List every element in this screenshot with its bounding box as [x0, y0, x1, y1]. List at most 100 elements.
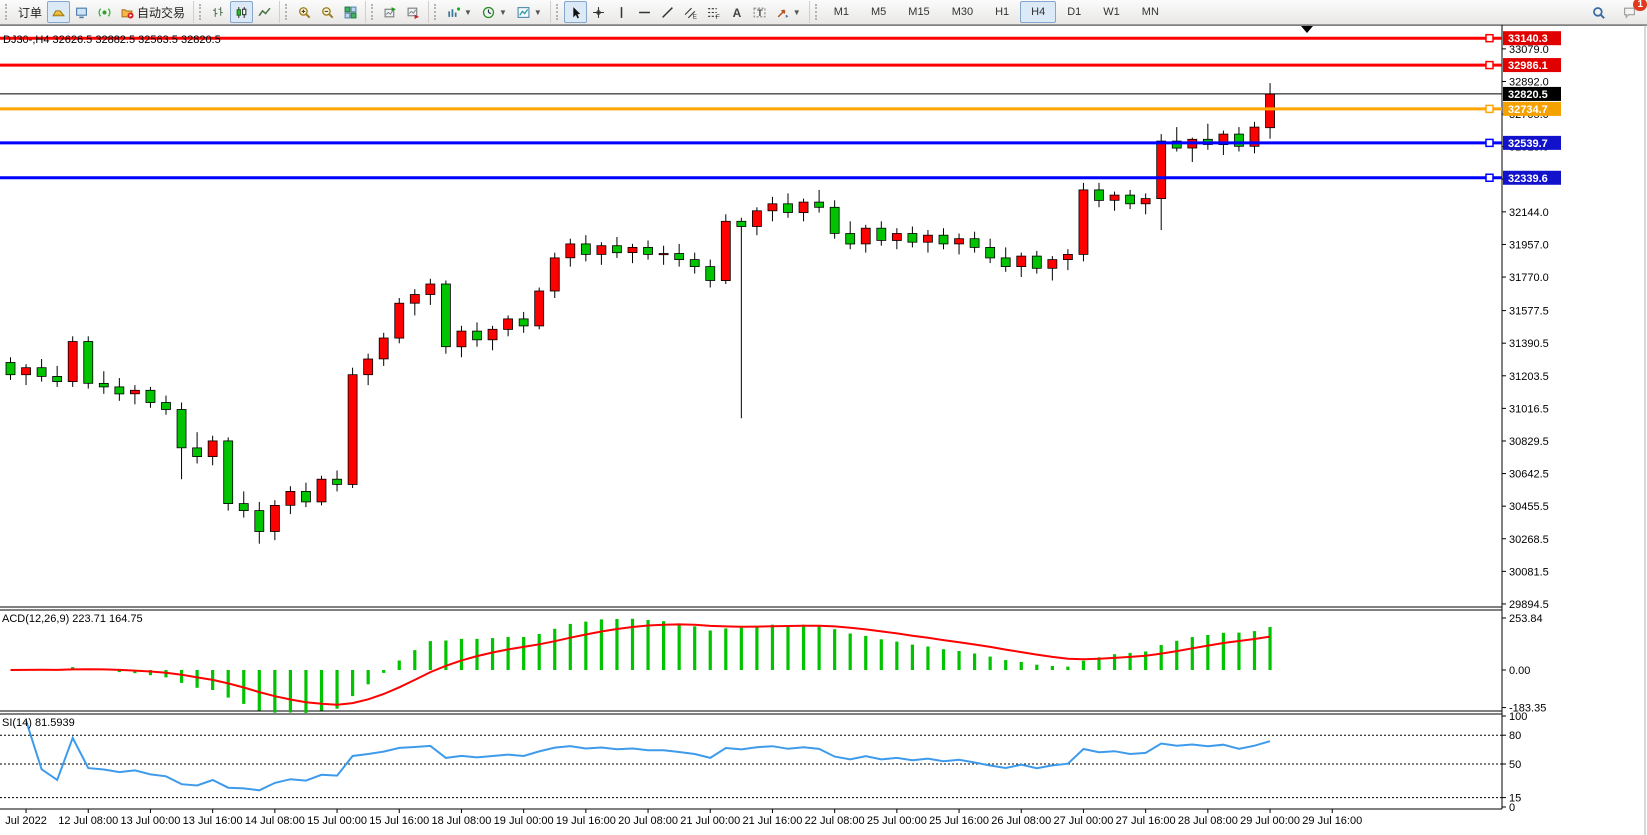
resistance-line-2-handle[interactable]	[1485, 60, 1494, 70]
rsi-axis-label: 15	[1509, 793, 1521, 805]
time-tick-label: 19 Jul 16:00	[556, 815, 616, 827]
horizontal-line-button-icon	[638, 6, 651, 19]
support-line-1-handle[interactable]	[1485, 138, 1494, 148]
text-label-button-icon: T	[753, 6, 766, 19]
indicators-button[interactable]: ▼	[442, 1, 477, 23]
pivot-line-price-badge-label: 32734.7	[1508, 104, 1548, 116]
text-button[interactable]: A	[725, 1, 748, 23]
price-tick-label: 33079.0	[1509, 44, 1549, 56]
candle-body	[985, 246, 996, 259]
bar-chart-button[interactable]	[207, 1, 230, 23]
search-button[interactable]	[1587, 1, 1610, 23]
time-tick-label: 18 Jul 08:00	[431, 815, 491, 827]
candle-body	[627, 246, 638, 253]
metaeditor-button[interactable]	[70, 1, 93, 23]
tf-m5[interactable]: M5	[860, 1, 897, 23]
candle-body	[845, 233, 856, 245]
tile-windows-button[interactable]	[339, 1, 362, 23]
tf-m15[interactable]: M15	[897, 1, 940, 23]
autotrading-button[interactable]: 自动交易	[116, 1, 190, 23]
candle-body	[549, 257, 560, 292]
toolbar-group-insert: ▼ ▼ ▼	[428, 1, 550, 23]
periods-button[interactable]: ▼	[477, 1, 512, 23]
candle-body	[254, 510, 265, 532]
horizontal-line-button[interactable]	[633, 1, 656, 23]
candle-body	[83, 341, 94, 384]
chart-profile-button[interactable]	[47, 1, 71, 23]
candle-body	[456, 330, 467, 348]
candle-body	[565, 243, 576, 259]
crosshair-button[interactable]	[587, 1, 610, 23]
price-tick-label: 31203.5	[1509, 371, 1549, 383]
chart-profile-button-icon	[52, 6, 66, 19]
zoom-out-button[interactable]	[316, 1, 339, 23]
toolbar-grip	[555, 4, 562, 20]
indicators-button-dropdown-arrow[interactable]: ▼	[464, 7, 472, 17]
pivot-line-handle[interactable]	[1485, 104, 1494, 114]
toolbar-grip	[371, 4, 377, 20]
chart-shift-button[interactable]	[379, 1, 402, 23]
time-tick-label: 12 Jul 08:00	[58, 815, 118, 827]
notifications-button[interactable]: 1	[1618, 0, 1647, 23]
periods-button-dropdown-arrow[interactable]: ▼	[498, 7, 507, 17]
support-line-2-handle[interactable]	[1485, 173, 1494, 183]
tf-m1[interactable]: M1	[823, 1, 860, 23]
text-label-button[interactable]: T	[748, 1, 771, 23]
resistance-line-1-handle[interactable]	[1485, 33, 1494, 43]
periods-button-icon	[482, 6, 495, 19]
candlestick-chart-button[interactable]	[230, 1, 254, 23]
rsi-line	[25, 720, 1271, 792]
chart-shift-marker[interactable]	[1301, 26, 1313, 33]
zoom-in-button-icon	[298, 6, 311, 19]
auto-scroll-button[interactable]	[402, 1, 425, 23]
candle-body	[1265, 93, 1275, 129]
candle-body	[580, 243, 591, 255]
candle-body	[518, 318, 529, 327]
tf-w1[interactable]: W1	[1092, 1, 1131, 23]
candle-body	[440, 283, 451, 348]
arrows-button-dropdown-arrow[interactable]: ▼	[792, 7, 801, 17]
tf-mn[interactable]: MN	[1131, 1, 1170, 23]
line-chart-button[interactable]	[253, 1, 276, 23]
toolbar-group-timeframes: M1 M5 M15 M30 H1 H4 D1 W1 MN	[808, 1, 1173, 23]
new-order-button[interactable]: 订单	[13, 1, 47, 23]
new-order-button-label: 订单	[18, 5, 43, 20]
candle-body	[207, 440, 218, 457]
cursor-button-icon	[569, 6, 582, 19]
text-button-icon: A	[730, 6, 743, 19]
candle-body	[238, 503, 249, 512]
candle-body	[223, 440, 234, 504]
vertical-line-button[interactable]	[610, 1, 633, 23]
zoom-in-button[interactable]	[293, 1, 316, 23]
candle-body	[1078, 189, 1089, 255]
tf-d1-label: D1	[1067, 6, 1082, 18]
tf-m30[interactable]: M30	[941, 1, 984, 23]
tf-d1[interactable]: D1	[1056, 1, 1092, 23]
candle-body	[145, 389, 156, 403]
last-price-line-price-badge-label: 32820.5	[1508, 89, 1548, 101]
cursor-button[interactable]	[563, 1, 587, 23]
tf-h1[interactable]: H1	[984, 1, 1020, 23]
tf-h4[interactable]: H4	[1020, 1, 1057, 23]
candle-body	[114, 386, 125, 395]
fibonacci-button[interactable]: F	[702, 1, 725, 23]
templates-button[interactable]: ▼	[512, 1, 547, 23]
line-chart-button-icon	[258, 6, 271, 19]
equidistant-channel-button[interactable]: E	[679, 1, 702, 23]
templates-button-dropdown-arrow[interactable]: ▼	[533, 7, 542, 17]
trendline-button[interactable]	[656, 1, 679, 23]
equidistant-channel-button-icon: E	[684, 6, 697, 19]
candle-body	[720, 220, 731, 282]
svg-text:A: A	[732, 6, 741, 19]
arrows-button[interactable]: ▼	[771, 1, 806, 23]
signals-button[interactable]	[93, 1, 116, 23]
candle-body	[503, 318, 514, 330]
time-tick-label: Jul 2022	[5, 815, 47, 827]
macd-axis-label: -183.35	[1509, 703, 1546, 715]
candle-body	[783, 203, 793, 213]
indicators-button-icon	[447, 6, 461, 19]
candle-body	[21, 367, 31, 376]
resistance-line-2-price-badge	[1503, 58, 1561, 73]
rsi-axis-label: 50	[1509, 759, 1521, 771]
